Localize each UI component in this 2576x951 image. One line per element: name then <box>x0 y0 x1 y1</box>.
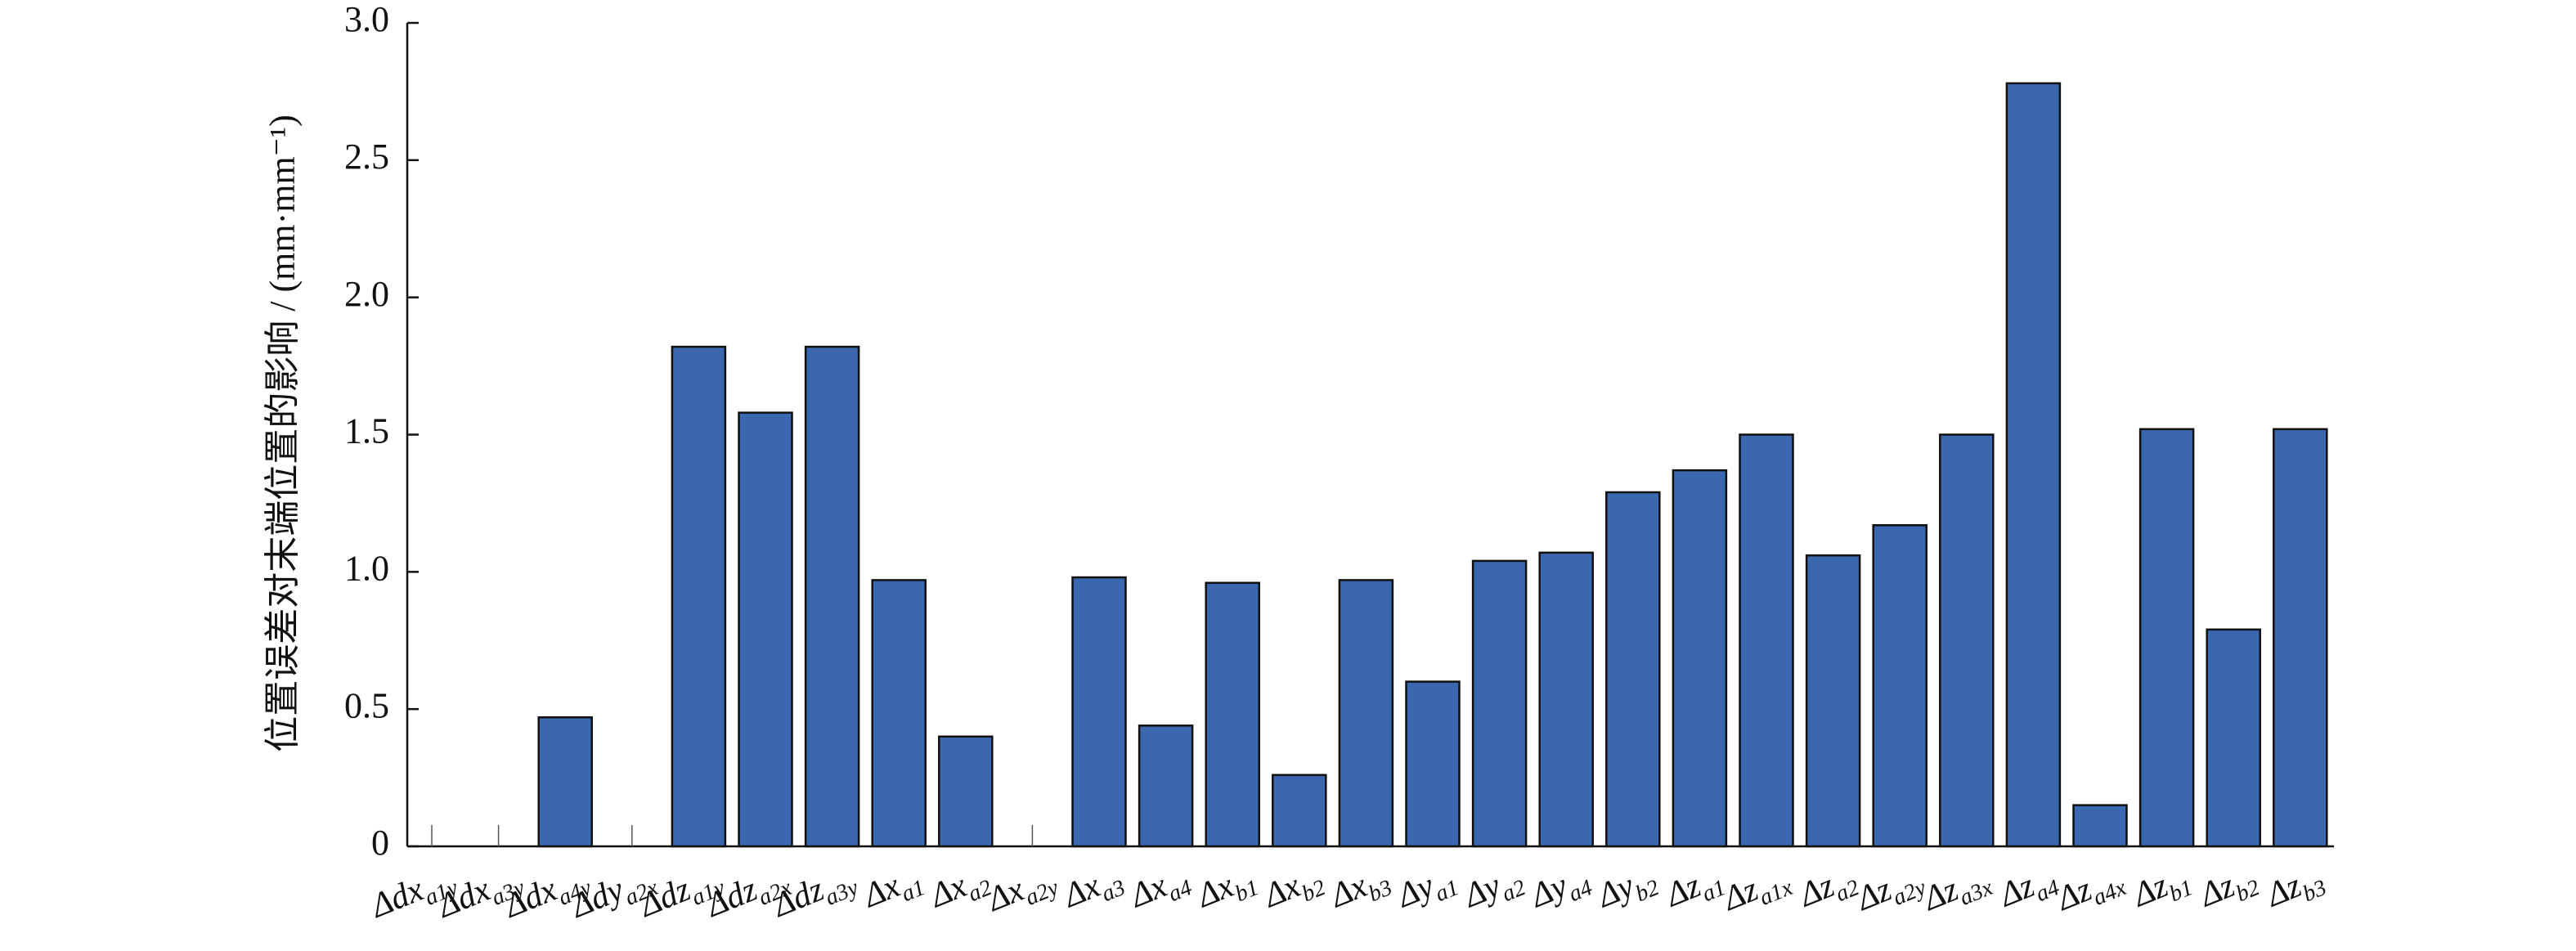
x-tick-label-base: Δx <box>1124 867 1173 916</box>
x-tick-label: Δza4x <box>2050 858 2130 924</box>
x-tick-label-base: Δy <box>1457 867 1506 916</box>
x-tick-label-base: Δdx <box>365 871 429 926</box>
x-tick-label-base: Δx <box>1324 867 1373 916</box>
y-tick-label: 0.5 <box>344 685 389 725</box>
bar <box>1872 524 1928 848</box>
x-tick-label: Δxb2 <box>1257 859 1329 922</box>
x-tick-label: Δxb1 <box>1191 859 1263 922</box>
bar <box>537 715 593 848</box>
x-tick-label: Δzb3 <box>2260 859 2330 921</box>
bar <box>2206 628 2261 848</box>
x-tick-label: Δyb2 <box>1591 859 1663 922</box>
bar <box>1739 433 1794 848</box>
x-tick-label-base: Δz <box>1793 867 1839 915</box>
x-tick-label-base: Δx <box>923 867 972 916</box>
x-tick-label: Δya1 <box>1391 859 1463 922</box>
x-tick-label-base: Δx <box>1257 867 1306 916</box>
x-tick-label: Δza1x <box>1717 858 1797 924</box>
bar <box>938 735 994 848</box>
y-axis-label: 位置误差对末端位置的影响 / (mm·mm⁻¹) <box>263 114 303 752</box>
bar <box>1338 579 1394 848</box>
bar <box>1138 724 1194 848</box>
y-tick-label: 0 <box>371 823 389 863</box>
bar <box>1471 559 1528 848</box>
bar <box>1071 576 1127 848</box>
x-tick-label: Δza2y <box>1850 858 1930 924</box>
x-tick-label-base: Δz <box>2193 867 2240 915</box>
bar <box>1805 554 1861 848</box>
x-tick-label-base: Δy <box>1524 867 1573 916</box>
x-tick-label-base: Δz <box>1993 867 2040 915</box>
bar <box>804 345 860 848</box>
x-tick-label-base: Δz <box>1917 871 1963 919</box>
y-tick-label: 1.0 <box>344 548 389 588</box>
x-tick-label: Δxa2y <box>981 858 1062 924</box>
bar <box>2273 428 2328 848</box>
x-tick-label-base: Δy <box>1591 867 1640 916</box>
x-tick-label: Δza1 <box>1659 859 1730 921</box>
bar <box>2138 428 2195 848</box>
x-tick-label: Δxb3 <box>1324 859 1396 922</box>
y-tick-label: 2.5 <box>344 137 389 177</box>
bar <box>1939 433 1995 848</box>
x-tick-label: Δza3x <box>1917 858 1997 924</box>
x-tick-label-base: Δx <box>1191 867 1240 916</box>
x-tick-label-base: Δx <box>981 871 1030 920</box>
y-tick-label: 3.0 <box>344 0 389 39</box>
x-tick-label-base: Δz <box>1850 871 1896 919</box>
x-tick-label-base: Δx <box>1057 867 1106 916</box>
x-tick-label: Δya2 <box>1457 859 1529 922</box>
bar <box>1605 491 1661 848</box>
x-tick-label: Δdza3y <box>766 858 862 930</box>
x-tick-label-base: Δz <box>2260 867 2306 915</box>
bar <box>738 411 793 848</box>
bar <box>1672 469 1728 848</box>
y-tick-label: 2.0 <box>344 274 389 314</box>
x-tick-label: Δya4 <box>1524 859 1596 922</box>
x-tick-label: Δxa1 <box>857 859 929 922</box>
bar <box>671 345 727 848</box>
x-tick-label-base: Δx <box>857 867 906 916</box>
bar <box>1405 680 1461 848</box>
bar <box>1538 551 1594 848</box>
y-tick-label: 1.5 <box>344 411 389 451</box>
x-tick-label: Δza4 <box>1993 859 2063 921</box>
x-tick-label: Δxa3 <box>1057 859 1129 922</box>
x-tick-label-base: Δy <box>1391 867 1440 916</box>
x-tick-label-base: Δz <box>2126 867 2173 915</box>
x-tick-label: Δzb1 <box>2126 859 2197 921</box>
bar <box>871 579 927 848</box>
bar <box>2005 82 2062 848</box>
x-tick-label: Δxa4 <box>1124 859 1196 922</box>
x-tick-label-base: Δz <box>1659 867 1706 915</box>
bar <box>2072 804 2128 848</box>
bar <box>1205 581 1260 848</box>
x-tick-label-base: Δz <box>1717 871 1763 919</box>
x-tick-label: Δzb2 <box>2193 859 2264 921</box>
x-tick-label-base: Δz <box>2050 871 2097 919</box>
bar <box>1272 774 1327 848</box>
x-tick-label: Δza2 <box>1793 859 1863 921</box>
